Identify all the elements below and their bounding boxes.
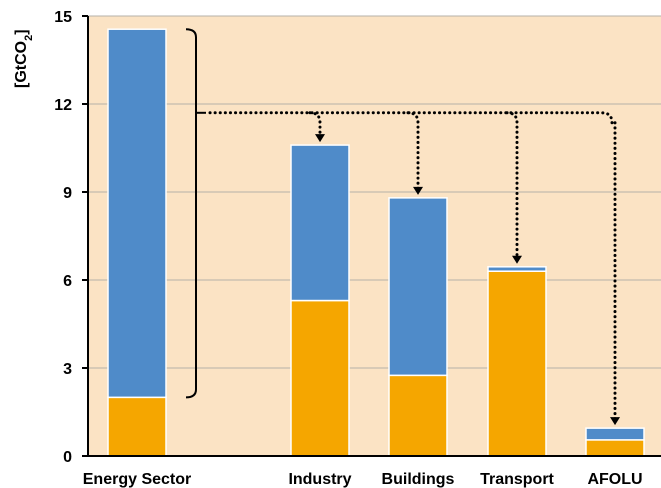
arrow-line-industry: [308, 111, 322, 139]
x-tick-label: Industry: [288, 471, 351, 488]
bars: [107, 28, 645, 457]
arrowhead-industry: [315, 134, 325, 143]
reallocation-annotation: [185, 28, 620, 426]
x-tick-label: AFOLU: [587, 471, 642, 488]
bar-transport-top: [487, 266, 547, 272]
bar-buildings-bottom: [388, 374, 448, 457]
arrowhead-transport: [512, 255, 522, 264]
bar-afolu-top: [585, 427, 645, 441]
bar-energy-sector-top: [107, 28, 167, 399]
gridlines: [88, 15, 661, 369]
arrowhead-buildings: [413, 186, 423, 195]
energy-bracket: [185, 28, 197, 399]
y-tick-label: 9: [63, 185, 72, 202]
bar-industry-bottom: [290, 299, 350, 457]
bar-buildings-top: [388, 197, 448, 377]
y-tick-label: 12: [54, 97, 72, 114]
bar-industry-top: [290, 144, 350, 302]
bar-energy-sector-bottom: [107, 396, 167, 457]
y-tick-label: 3: [63, 361, 72, 378]
arrow-line-transport: [505, 111, 519, 261]
plot-background: [88, 16, 661, 456]
x-tick-label: Transport: [480, 471, 554, 488]
arrowhead-afolu: [610, 417, 620, 426]
y-tick-label: 0: [63, 449, 72, 466]
y-tick-label: 15: [54, 9, 72, 26]
bar-afolu-bottom: [585, 439, 645, 457]
x-tick-label: Energy Sector: [83, 471, 191, 488]
y-tick-label: 6: [63, 273, 72, 290]
reallocation-line: [208, 111, 614, 125]
axes: [82, 15, 661, 457]
arrow-line-buildings: [406, 111, 420, 192]
y-tick-labels: 0 3 6 9 12 15: [54, 9, 72, 466]
x-tick-labels: Energy Sector Industry Buildings Transport A…: [83, 471, 643, 488]
y-axis-label: [GtCO2]: [13, 29, 35, 88]
bar-transport-bottom: [487, 270, 547, 457]
x-tick-label: Buildings: [382, 471, 455, 488]
